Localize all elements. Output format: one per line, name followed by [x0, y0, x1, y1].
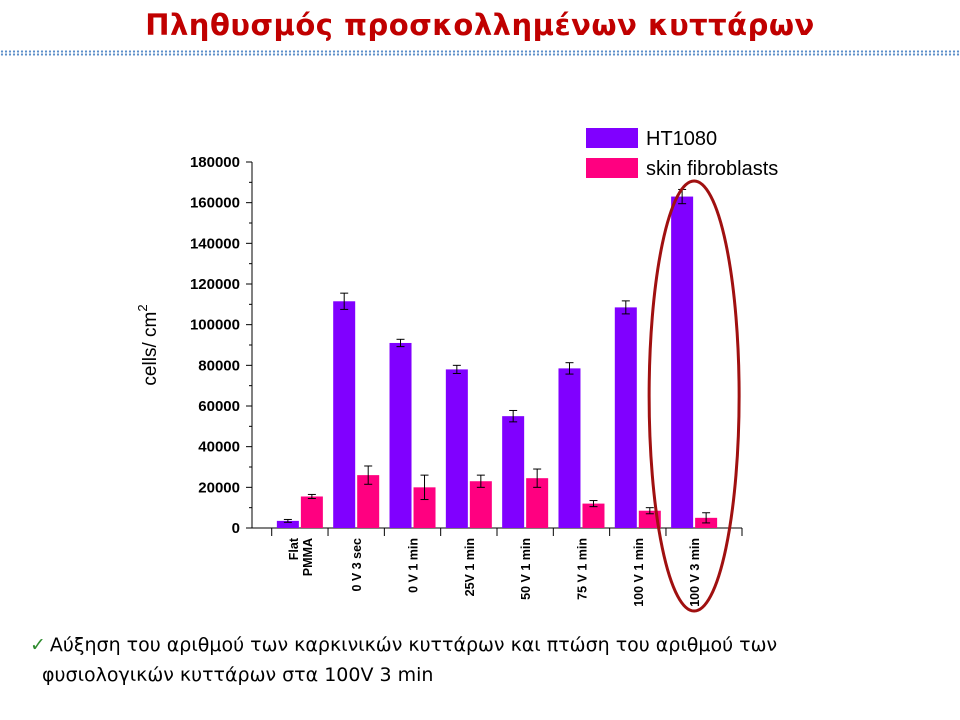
- x-tick-label: 100 V 1 min: [632, 538, 646, 607]
- bar-ht1080: [671, 196, 694, 529]
- y-tick-label: 180000: [190, 154, 240, 171]
- bar-fibroblasts: [413, 487, 436, 528]
- x-tick-label: 100 V 3 min: [688, 538, 702, 607]
- y-tick-label: 40000: [198, 439, 240, 456]
- legend-label: HT1080: [646, 128, 717, 150]
- y-tick-label: 0: [232, 520, 240, 537]
- bar-fibroblasts: [582, 503, 605, 528]
- conclusion-note: ✓ Αύξηση του αριθμού των καρκινικών κυττά…: [30, 630, 940, 690]
- y-tick-label: 20000: [198, 479, 240, 496]
- x-tick-label: 25V 1 min: [463, 538, 477, 596]
- checkmark-icon: ✓: [30, 634, 46, 656]
- legend-label: skin fibroblasts: [646, 158, 778, 180]
- slide-title: Πληθυσμός προσκολλημένων κυττάρων: [145, 8, 815, 42]
- note-text-1: Αύξηση του αριθμού των καρκινικών κυττάρ…: [49, 634, 778, 656]
- y-tick-label: 140000: [190, 235, 240, 252]
- y-tick-label: 160000: [190, 195, 240, 212]
- legend-swatch: [586, 158, 638, 178]
- bar-fibroblasts: [469, 481, 492, 528]
- note-line-2: φυσιολογικών κυττάρων στα 100V 3 min: [42, 664, 434, 686]
- bar-ht1080: [389, 342, 412, 528]
- y-axis-label: cells/ cm2: [135, 304, 161, 385]
- bar-ht1080: [502, 416, 525, 528]
- bar-ht1080: [276, 520, 299, 528]
- y-tick-label: 80000: [198, 357, 240, 374]
- y-tick-label: 60000: [198, 398, 240, 415]
- bar-chart: 0 20000 40000 60000 80000 100000 120000 140000 1…: [135, 128, 778, 613]
- x-tick-label: 75 V 1 min: [575, 538, 589, 600]
- note-line-1: ✓ Αύξηση του αριθμού των καρκινικών κυττά…: [30, 630, 940, 660]
- legend-swatch: [586, 128, 638, 148]
- bar-ht1080: [445, 369, 468, 528]
- bar-fibroblasts: [526, 478, 549, 528]
- bar-ht1080: [333, 301, 356, 528]
- x-tick-label: 0 V 3 sec: [350, 538, 364, 592]
- y-tick-label: 100000: [190, 317, 240, 334]
- bar-ht1080: [558, 368, 581, 528]
- x-tick-label: 0 V 1 min: [407, 538, 421, 593]
- bar-ht1080: [614, 307, 637, 528]
- highlight-ellipse: [647, 179, 741, 613]
- x-tick-label: Flat: [287, 537, 301, 560]
- bar-fibroblasts: [300, 496, 323, 528]
- y-tick-label: 120000: [190, 276, 240, 293]
- x-tick-label: PMMA: [301, 538, 315, 576]
- title-divider: [0, 50, 960, 56]
- x-tick-label: 50 V 1 min: [519, 538, 533, 600]
- bar-fibroblasts: [357, 475, 380, 528]
